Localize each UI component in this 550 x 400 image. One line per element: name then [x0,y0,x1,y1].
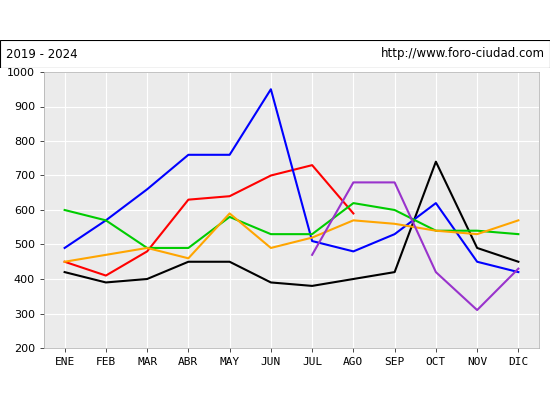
Text: http://www.foro-ciudad.com: http://www.foro-ciudad.com [381,48,544,60]
Text: Evolucion Nº Turistas Extranjeros en el municipio de Niebla: Evolucion Nº Turistas Extranjeros en el … [58,12,492,28]
Text: 2019 - 2024: 2019 - 2024 [6,48,77,60]
